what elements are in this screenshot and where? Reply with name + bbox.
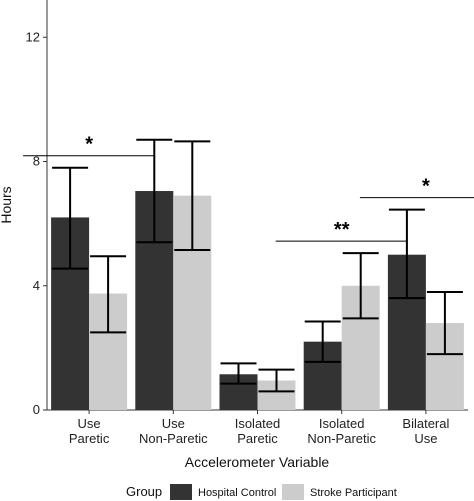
- significance-marker: *: [85, 134, 93, 156]
- y-tick-label: 8: [33, 154, 40, 169]
- y-tick-label: 4: [33, 278, 40, 293]
- x-tick-label: Use: [162, 416, 185, 431]
- x-tick-label: Non-Paretic: [307, 431, 376, 446]
- y-tick-label: 12: [26, 29, 40, 44]
- error-bars: [52, 138, 463, 393]
- x-tick-label: Paretic: [69, 431, 110, 446]
- y-axis-ticks: 0 4 8 12: [26, 29, 47, 417]
- legend: Group Hospital Control Stroke Participan…: [126, 484, 397, 500]
- y-tick-label: 0: [33, 402, 40, 417]
- x-tick-label: Isolated: [235, 416, 281, 431]
- legend-title: Group: [126, 484, 162, 499]
- bars: [51, 191, 464, 410]
- x-tick-label: Use: [78, 416, 101, 431]
- x-axis-ticks: UsePareticUseNon-PareticIsolatedPareticI…: [69, 410, 449, 446]
- x-tick-label: Use: [414, 431, 437, 446]
- y-axis-title: Hours: [0, 186, 14, 223]
- legend-label-stroke-participant: Stroke Participant: [310, 487, 397, 499]
- x-tick-label: Paretic: [237, 431, 278, 446]
- significance-marker: **: [334, 219, 350, 241]
- x-axis-title: Accelerometer Variable: [185, 454, 330, 470]
- significance-marker: *: [422, 176, 430, 198]
- significance-annotations: ****: [23, 134, 474, 242]
- legend-swatch-stroke-participant: [282, 484, 304, 500]
- x-tick-label: Isolated: [319, 416, 365, 431]
- x-tick-label: Non-Paretic: [139, 431, 208, 446]
- legend-label-hospital-control: Hospital Control: [198, 487, 276, 499]
- x-tick-label: Bilateral: [402, 416, 449, 431]
- legend-swatch-hospital-control: [170, 484, 192, 500]
